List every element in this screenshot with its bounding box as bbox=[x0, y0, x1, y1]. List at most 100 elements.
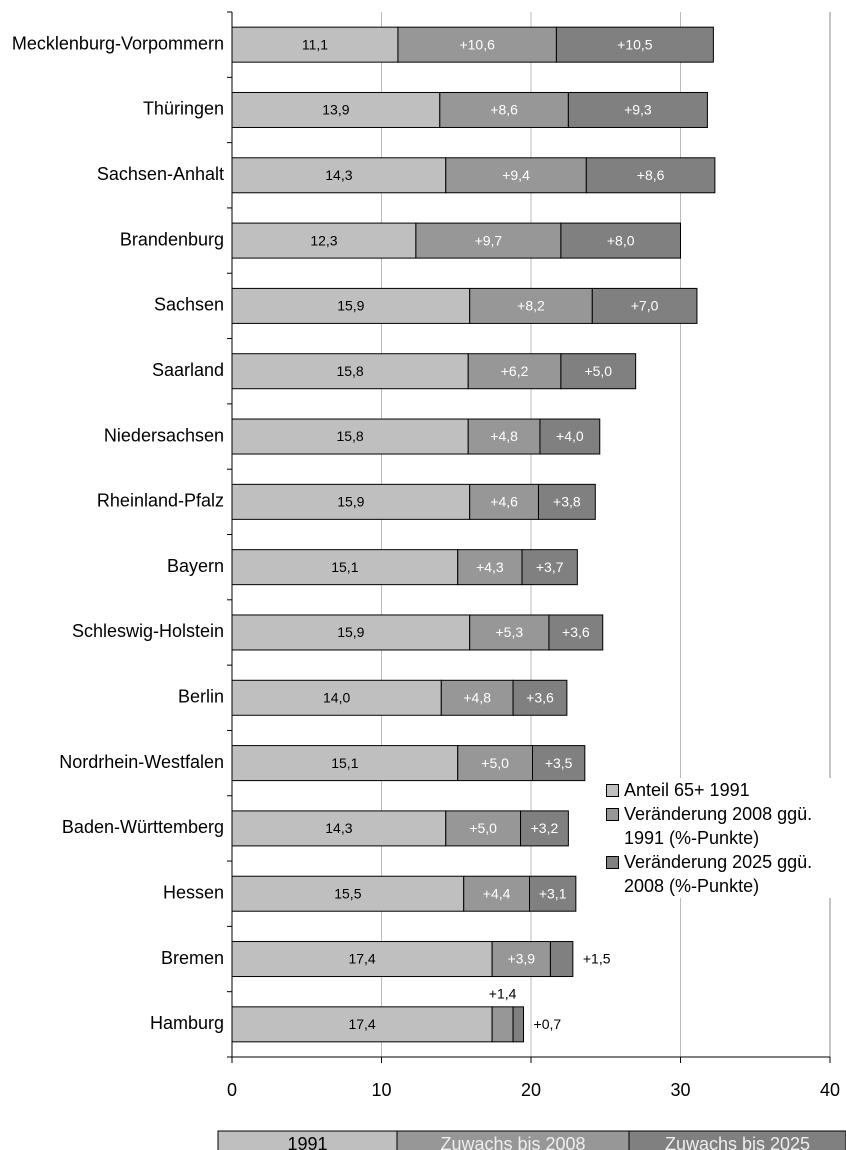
value-label: +1,4 bbox=[489, 986, 517, 1002]
value-label: 11,1 bbox=[302, 36, 328, 52]
bar-segment bbox=[567, 91, 708, 128]
category-label: Saarland bbox=[152, 360, 224, 380]
legend-label: Veränderung 2008 ggü. 1991 (%-Punkte) bbox=[624, 804, 813, 848]
legend-label: Anteil 65+ 1991 bbox=[624, 780, 750, 800]
x-tick-label: 30 bbox=[670, 1080, 690, 1100]
value-label: 15,9 bbox=[337, 624, 364, 640]
bar-segment bbox=[469, 614, 550, 651]
value-label: +3,6 bbox=[526, 689, 554, 705]
category-label: Baden-Württemberg bbox=[62, 817, 224, 837]
value-label: +8,6 bbox=[490, 102, 518, 118]
category-label: Thüringen bbox=[143, 99, 224, 119]
value-label: 15,1 bbox=[331, 559, 358, 575]
bar-segment bbox=[445, 157, 587, 194]
bar-segment bbox=[231, 875, 465, 912]
bar-segment bbox=[469, 287, 593, 324]
value-label: 14,3 bbox=[325, 820, 352, 836]
value-label: +10,6 bbox=[459, 36, 495, 52]
category-label: Brandenburg bbox=[120, 229, 224, 249]
value-label: 15,8 bbox=[336, 428, 363, 444]
value-label: +3,8 bbox=[553, 494, 581, 510]
value-label: 12,3 bbox=[310, 232, 337, 248]
bar-segment bbox=[520, 810, 569, 847]
bar-segment bbox=[467, 418, 541, 455]
category-label: Bayern bbox=[167, 556, 224, 576]
category-label: Nordrhein-Westfalen bbox=[59, 752, 224, 772]
bottom-label: Zuwachs bis 2025 bbox=[665, 1134, 810, 1150]
bar-segment bbox=[512, 1006, 525, 1043]
category-label: Schleswig-Holstein bbox=[72, 621, 224, 641]
bar-segment bbox=[512, 679, 568, 716]
value-label: 15,5 bbox=[334, 885, 361, 901]
category-label: Hamburg bbox=[150, 1013, 224, 1033]
value-label: +3,1 bbox=[539, 885, 567, 901]
bar-segment bbox=[521, 549, 578, 586]
value-label: 17,4 bbox=[348, 1016, 375, 1032]
bar-segment bbox=[491, 1006, 514, 1043]
value-label: +9,4 bbox=[502, 167, 530, 183]
x-tick-label: 10 bbox=[371, 1080, 391, 1100]
legend: Anteil 65+ 1991 Veränderung 2008 ggü. 199… bbox=[604, 778, 846, 898]
bar-segment bbox=[529, 875, 577, 912]
legend-swatch bbox=[606, 808, 619, 821]
value-label: +4,0 bbox=[556, 428, 584, 444]
bar-segment bbox=[560, 353, 637, 390]
bar-segment bbox=[457, 549, 523, 586]
bar-segment bbox=[591, 287, 698, 324]
value-label: 13,9 bbox=[322, 102, 349, 118]
value-label: +5,3 bbox=[496, 624, 524, 640]
value-label: 15,1 bbox=[331, 755, 358, 771]
bar-segment bbox=[467, 353, 562, 390]
value-label: +0,7 bbox=[534, 1016, 562, 1032]
bar-segment bbox=[445, 810, 522, 847]
category-label: Mecklenburg-Vorpommern bbox=[12, 33, 224, 53]
value-label: +8,0 bbox=[607, 232, 635, 248]
value-label: 14,0 bbox=[323, 689, 350, 705]
bar-segment bbox=[231, 222, 417, 259]
value-label: +5,0 bbox=[584, 363, 612, 379]
legend-item: Veränderung 2008 ggü. 1991 (%-Punkte) bbox=[604, 802, 846, 850]
value-label: +7,0 bbox=[631, 298, 659, 314]
category-label: Sachsen-Anhalt bbox=[97, 164, 224, 184]
bar-segment bbox=[537, 483, 596, 520]
value-label: +8,6 bbox=[637, 167, 665, 183]
bottom-band bbox=[628, 1130, 846, 1150]
value-label: 15,8 bbox=[336, 363, 363, 379]
value-label: +9,3 bbox=[624, 102, 652, 118]
value-label: +1,5 bbox=[583, 951, 611, 967]
value-label: +5,0 bbox=[481, 755, 509, 771]
category-label: Hessen bbox=[163, 882, 224, 902]
bar-segment bbox=[231, 157, 447, 194]
value-label: +4,8 bbox=[490, 428, 518, 444]
legend-swatch bbox=[606, 856, 619, 869]
category-label: Bremen bbox=[161, 948, 224, 968]
bar-segment bbox=[231, 1006, 493, 1043]
value-label: 15,9 bbox=[337, 494, 364, 510]
bar-segment bbox=[231, 353, 469, 390]
x-tick-label: 20 bbox=[521, 1080, 541, 1100]
value-label: 14,3 bbox=[325, 167, 352, 183]
category-label: Rheinland-Pfalz bbox=[97, 491, 224, 511]
bar-segment bbox=[531, 745, 586, 782]
value-label: +6,2 bbox=[501, 363, 529, 379]
value-label: +3,7 bbox=[536, 559, 564, 575]
bar-segment bbox=[491, 941, 551, 978]
category-label: Niedersachsen bbox=[104, 425, 224, 445]
value-label: +3,6 bbox=[562, 624, 590, 640]
legend-item: Anteil 65+ 1991 bbox=[604, 778, 846, 802]
legend-label: Veränderung 2025 ggü. 2008 (%-Punkte) bbox=[624, 852, 813, 896]
value-label: +10,5 bbox=[617, 36, 653, 52]
bar-segment bbox=[231, 91, 441, 128]
bar-segment bbox=[440, 679, 514, 716]
value-label: +4,3 bbox=[476, 559, 504, 575]
bar-segment bbox=[231, 745, 459, 782]
bar-segment bbox=[549, 941, 574, 978]
value-label: +3,5 bbox=[545, 755, 573, 771]
value-label: +8,2 bbox=[517, 298, 545, 314]
bar-segment bbox=[539, 418, 601, 455]
bar-segment bbox=[457, 745, 533, 782]
bottom-label: 1991 bbox=[287, 1134, 327, 1150]
x-tick-label: 0 bbox=[227, 1080, 237, 1100]
